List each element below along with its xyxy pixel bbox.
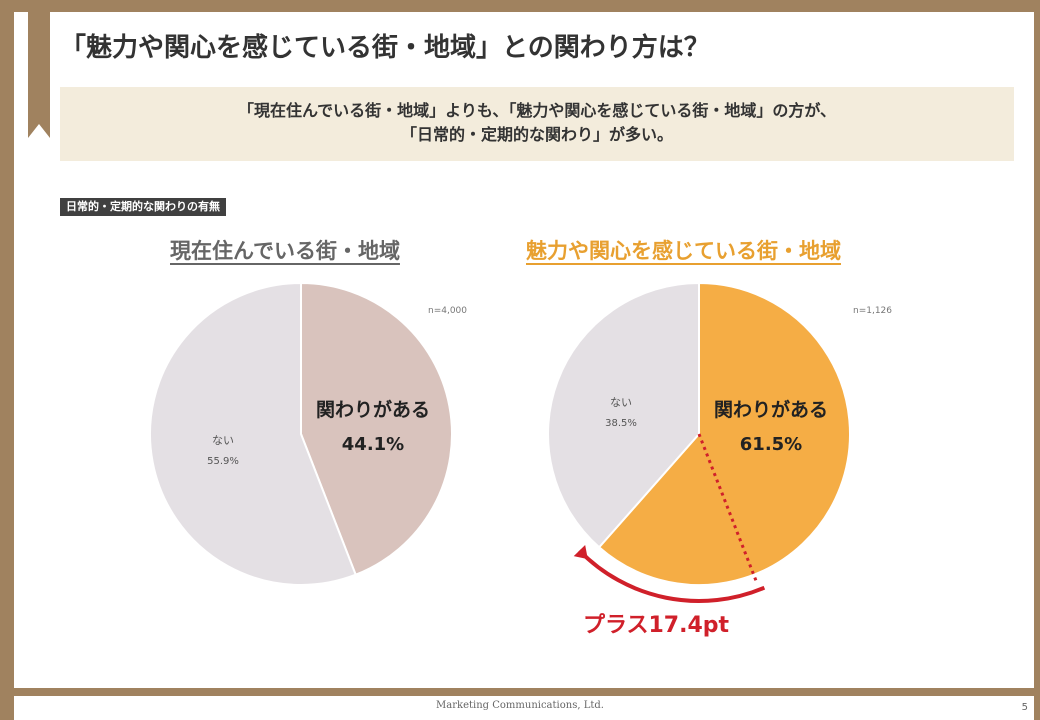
- sample-size-right: n=1,126: [853, 306, 893, 316]
- chart-title-right: 魅力や関心を感じている街・地域: [526, 239, 841, 263]
- footer-company: Marketing Communications, Ltd.: [436, 700, 604, 711]
- sample-size-left: n=4,000: [428, 306, 468, 316]
- right-value-connected: 61.5%: [740, 434, 802, 455]
- summary-line-2: 「日常的・定期的な関わり」が多い。: [400, 125, 673, 144]
- left-value-connected: 44.1%: [342, 434, 404, 455]
- summary-box: 「現在住んでいる街・地域」よりも、「魅力や関心を感じている街・地域」の方が、 「…: [60, 87, 1014, 161]
- summary-line-1: 「現在住んでいる街・地域」よりも、「魅力や関心を感じている街・地域」の方が、: [237, 101, 837, 120]
- right-slice-none: [547, 281, 700, 549]
- left-value-none: 55.9%: [207, 456, 239, 467]
- left-slice-connected: [300, 281, 453, 577]
- frame-top-border: [0, 0, 1040, 12]
- page-number: 5: [1021, 702, 1028, 713]
- section-tag: 日常的・定期的な関わりの有無: [60, 198, 226, 216]
- frame-left-border: [0, 0, 14, 720]
- page-title: 「魅力や関心を感じている街・地域」との関わり方は？: [60, 33, 710, 63]
- frame-right-border: [1034, 0, 1040, 720]
- left-label-none: ない: [212, 434, 234, 447]
- frame-bottom-border: [0, 688, 1040, 696]
- increase-annotation: プラス17.4pt: [583, 613, 730, 638]
- right-label-connected: 関わりがある: [714, 398, 828, 421]
- left-label-connected: 関わりがある: [316, 398, 430, 421]
- reference-dotted-line: [697, 433, 758, 583]
- increase-arrow-arc: [578, 549, 766, 603]
- chart-title-left: 現在住んでいる街・地域: [170, 239, 400, 263]
- increase-arrowhead-icon: [573, 545, 588, 560]
- right-label-none: ない: [610, 396, 632, 409]
- right-slice-connected: [597, 281, 851, 586]
- right-value-none: 38.5%: [605, 418, 637, 429]
- left-slice-none: [149, 281, 357, 586]
